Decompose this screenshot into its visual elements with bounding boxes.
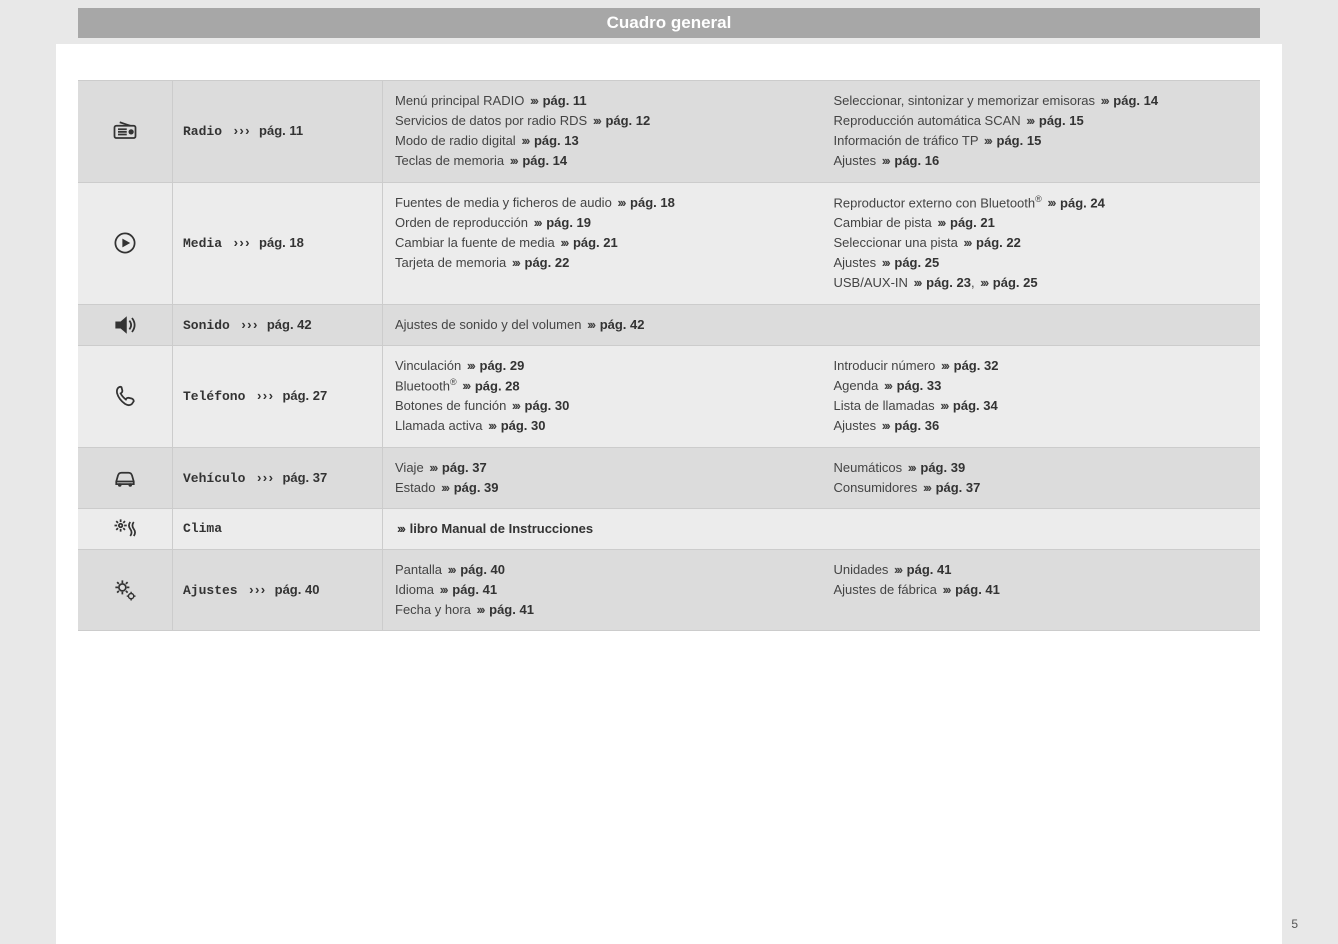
topic-entry: Vinculación ››› pág. 29 — [395, 356, 810, 376]
topic-entry: Introducir número ››› pág. 32 — [834, 356, 1249, 376]
topic-col-2: Reproductor externo con Bluetooth® ››› p… — [822, 183, 1261, 304]
page-header-title: Cuadro general — [607, 13, 732, 32]
topic-entry: Cambiar la fuente de media ››› pág. 21 — [395, 233, 810, 253]
topic-entry: Lista de llamadas ››› pág. 34 — [834, 396, 1249, 416]
topic-entry: Unidades ››› pág. 41 — [834, 560, 1249, 580]
row-title-cell: Teléfono ››› pág. 27 — [173, 346, 383, 447]
topic-entry: Bluetooth® ››› pág. 28 — [395, 376, 810, 396]
topic-entry: Consumidores ››› pág. 37 — [834, 478, 1249, 498]
row-title-cell: Sonido ››› pág. 42 — [173, 305, 383, 345]
topic-entry: Reproducción automática SCAN ››› pág. 15 — [834, 111, 1249, 131]
row-title-cell: Clima — [173, 509, 383, 549]
row-icon-cell — [78, 183, 173, 304]
topic-col-2: Seleccionar, sintonizar y memorizar emis… — [822, 81, 1261, 182]
topic-col: Ajustes de sonido y del volumen ››› pág.… — [383, 305, 1260, 345]
topic-entry: Teclas de memoria ››› pág. 14 — [395, 151, 810, 171]
sound-icon — [111, 311, 139, 339]
topic-col-2: Introducir número ››› pág. 32Agenda ››› … — [822, 346, 1261, 447]
row-title-cell: Radio ››› pág. 11 — [173, 81, 383, 182]
topic-col-2: Neumáticos ››› pág. 39Consumidores ››› p… — [822, 448, 1261, 508]
row-title-cell: Media ››› pág. 18 — [173, 183, 383, 304]
topic-col-1: Pantalla ››› pág. 40Idioma ››› pág. 41Fe… — [383, 550, 822, 630]
row-icon-cell — [78, 509, 173, 549]
topic-entry: Estado ››› pág. 39 — [395, 478, 810, 498]
topic-col-1: Viaje ››› pág. 37Estado ››› pág. 39 — [383, 448, 822, 508]
topic-entry: Ajustes de sonido y del volumen ››› pág.… — [395, 315, 1248, 335]
topic-entry: Seleccionar, sintonizar y memorizar emis… — [834, 91, 1249, 111]
topic-col-1: Vinculación ››› pág. 29Bluetooth® ››› pá… — [383, 346, 822, 447]
topic-entry: Ajustes de fábrica ››› pág. 41 — [834, 580, 1249, 600]
topic-entry: Orden de reproducción ››› pág. 19 — [395, 213, 810, 233]
table-row: Media ››› pág. 18 Fuentes de media y fich… — [78, 182, 1260, 304]
table-row: Sonido ››› pág. 42 Ajustes de sonido y de… — [78, 304, 1260, 345]
row-icon-cell — [78, 305, 173, 345]
table-row: Ajustes ››› pág. 40Pantalla ››› pág. 40I… — [78, 549, 1260, 631]
car-icon — [111, 464, 139, 492]
row-icon-cell — [78, 346, 173, 447]
page-header: Cuadro general — [78, 8, 1260, 38]
topic-entry: Fuentes de media y ficheros de audio ›››… — [395, 193, 810, 213]
overview-table: Radio ››› pág. 11Menú principal RADIO ››… — [78, 80, 1260, 631]
media-icon — [111, 229, 139, 257]
topic-entry: Viaje ››› pág. 37 — [395, 458, 810, 478]
topic-entry: Llamada activa ››› pág. 30 — [395, 416, 810, 436]
topic-entry: Ajustes ››› pág. 25 — [834, 253, 1249, 273]
topic-col-1: Fuentes de media y ficheros de audio ›››… — [383, 183, 822, 304]
radio-icon — [111, 117, 139, 145]
settings-icon — [111, 576, 139, 604]
topic-entry: Información de tráfico TP ››› pág. 15 — [834, 131, 1249, 151]
topic-entry: Idioma ››› pág. 41 — [395, 580, 810, 600]
table-row: Radio ››› pág. 11Menú principal RADIO ››… — [78, 80, 1260, 182]
topic-col: ››› libro Manual de Instrucciones — [383, 509, 1260, 549]
table-row: Clima››› libro Manual de Instrucciones — [78, 508, 1260, 549]
table-row: Teléfono ››› pág. 27Vinculación ››› pág.… — [78, 345, 1260, 447]
phone-icon — [111, 382, 139, 410]
page-number: 5 — [1291, 917, 1298, 931]
row-icon-cell — [78, 81, 173, 182]
topic-entry: Servicios de datos por radio RDS ››› pág… — [395, 111, 810, 131]
topic-entry: Neumáticos ››› pág. 39 — [834, 458, 1249, 478]
topic-entry: Pantalla ››› pág. 40 — [395, 560, 810, 580]
topic-col-2: Unidades ››› pág. 41Ajustes de fábrica ›… — [822, 550, 1261, 630]
topic-entry: Botones de función ››› pág. 30 — [395, 396, 810, 416]
topic-entry: Reproductor externo con Bluetooth® ››› p… — [834, 193, 1249, 213]
topic-entry: Seleccionar una pista ››› pág. 22 — [834, 233, 1249, 253]
topic-entry: Ajustes ››› pág. 36 — [834, 416, 1249, 436]
topic-entry: Menú principal RADIO ››› pág. 11 — [395, 91, 810, 111]
topic-entry: Fecha y hora ››› pág. 41 — [395, 600, 810, 620]
row-icon-cell — [78, 550, 173, 630]
topic-entry: Tarjeta de memoria ››› pág. 22 — [395, 253, 810, 273]
row-title-cell: Vehículo ››› pág. 37 — [173, 448, 383, 508]
row-icon-cell — [78, 448, 173, 508]
topic-entry: USB/AUX-IN ››› pág. 23, ››› pág. 25 — [834, 273, 1249, 293]
topic-entry: Ajustes ››› pág. 16 — [834, 151, 1249, 171]
row-title-cell: Ajustes ››› pág. 40 — [173, 550, 383, 630]
table-row: Vehículo ››› pág. 37Viaje ››› pág. 37Est… — [78, 447, 1260, 508]
climate-icon — [111, 515, 139, 543]
topic-entry: Agenda ››› pág. 33 — [834, 376, 1249, 396]
topic-col-1: Menú principal RADIO ››› pág. 11Servicio… — [383, 81, 822, 182]
topic-entry: Modo de radio digital ››› pág. 13 — [395, 131, 810, 151]
topic-entry: Cambiar de pista ››› pág. 21 — [834, 213, 1249, 233]
page-frame: Radio ››› pág. 11Menú principal RADIO ››… — [56, 44, 1282, 944]
